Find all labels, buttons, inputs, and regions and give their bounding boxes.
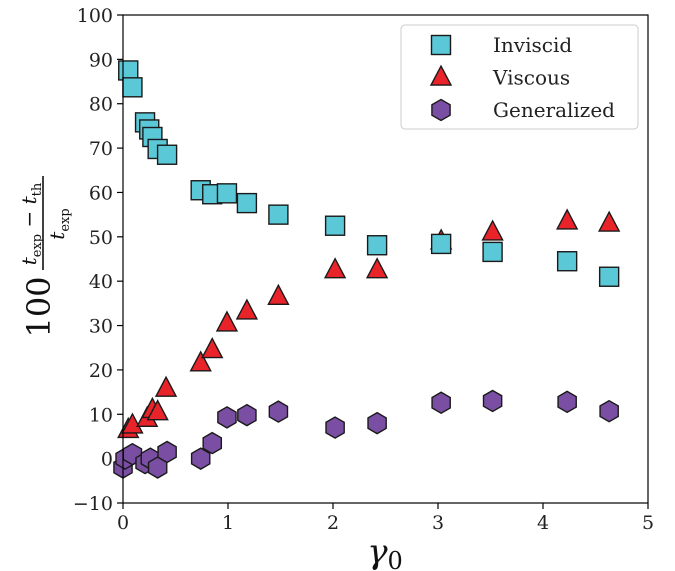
viscous-point [215, 310, 239, 332]
viscous-point [267, 283, 290, 306]
y-tick-label: 40 [89, 271, 113, 293]
x-tick-label: 1 [222, 512, 234, 534]
inviscid-point [236, 192, 258, 214]
y-tick-label: −10 [73, 493, 113, 515]
data-points [113, 60, 621, 479]
y-tick-label: 20 [89, 360, 113, 382]
y-axis-label: 100 texp − tth texp [17, 176, 73, 338]
series-generalized [113, 389, 619, 479]
inviscid-point [482, 241, 503, 263]
viscous-point [189, 350, 212, 372]
x-tick-label: 4 [537, 512, 549, 534]
legend-marker-generalized [431, 98, 451, 122]
generalized-point [157, 440, 177, 464]
viscous-point [235, 298, 259, 320]
generalized-point [599, 399, 619, 423]
x-tick-label: 0 [117, 512, 129, 534]
x-tick-label: 5 [642, 512, 654, 534]
inviscid-point [598, 266, 620, 287]
inviscid-point [268, 204, 289, 225]
inviscid-point [122, 77, 143, 98]
x-axis-label: γ0 [367, 532, 403, 571]
y-tick-label: 100 [77, 5, 113, 27]
y-tick-label: 30 [89, 316, 113, 338]
inviscid-point [156, 144, 178, 165]
generalized-point [237, 403, 257, 427]
y-tick-label: 90 [89, 49, 113, 71]
generalized-point [431, 391, 451, 415]
generalized-point [482, 389, 503, 413]
viscous-point [154, 375, 178, 397]
plot-frame [122, 14, 649, 504]
x-tick-label: 3 [432, 512, 444, 534]
generalized-point [367, 411, 387, 435]
legend-label-generalized: Generalized [493, 98, 615, 122]
inviscid-point [366, 235, 388, 256]
legend: Inviscid Viscous Generalized [400, 24, 639, 130]
generalized-point [268, 400, 289, 423]
viscous-point [597, 210, 621, 232]
y-tick-label: 0 [101, 449, 113, 471]
viscous-point [146, 399, 169, 421]
legend-box [400, 24, 639, 130]
y-tick-label: 10 [89, 404, 113, 426]
generalized-point [202, 431, 223, 455]
inviscid-point [216, 183, 238, 204]
viscous-point [365, 257, 389, 279]
viscous-point [121, 412, 144, 434]
y-tick-label: 60 [89, 182, 113, 204]
generalized-point [217, 406, 237, 429]
legend-marker-viscous [429, 64, 453, 86]
svg-text:texp − tth: texp − tth [17, 182, 45, 265]
legend-label-inviscid: Inviscid [493, 33, 572, 57]
legend-label-viscous: Viscous [492, 66, 570, 90]
viscous-point [201, 337, 224, 359]
viscous-point [323, 257, 347, 279]
inviscid-point [430, 233, 452, 255]
svg-text:100: 100 [20, 276, 58, 337]
legend-marker-inviscid [430, 34, 452, 56]
svg-text:texp: texp [45, 208, 73, 239]
generalized-point [190, 447, 211, 470]
series-inviscid [118, 60, 620, 287]
inviscid-point [118, 60, 139, 81]
generalized-point [557, 390, 577, 414]
generalized-point [325, 416, 345, 439]
inviscid-point [324, 215, 346, 236]
y-tick-label: 80 [89, 94, 113, 116]
inviscid-point [556, 251, 578, 272]
y-tick-label: 50 [89, 227, 113, 249]
x-tick-label: 2 [327, 512, 339, 534]
viscous-point [481, 219, 504, 241]
y-tick-label: 70 [89, 138, 113, 160]
viscous-point [555, 208, 579, 230]
